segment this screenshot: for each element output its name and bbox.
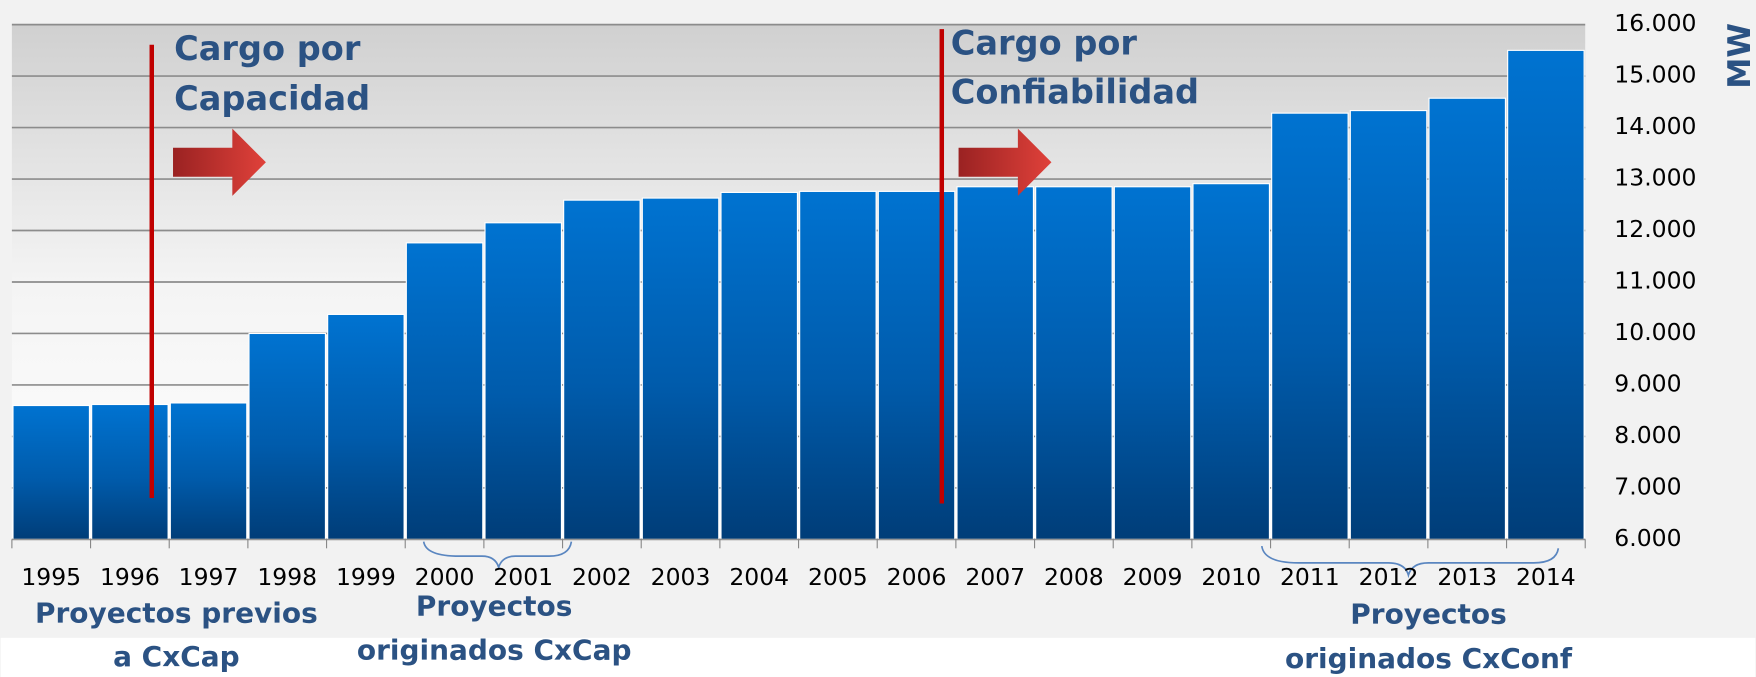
x-tick-label: 2003	[651, 563, 711, 591]
bar	[484, 222, 562, 540]
annotation: a CxCap	[113, 640, 240, 673]
x-tick-label: 1995	[21, 563, 81, 591]
y-tick-label: 14.000	[1614, 112, 1696, 140]
x-tick-label: 2006	[887, 563, 947, 591]
bar	[91, 403, 169, 540]
annotation: Proyectos previos	[35, 596, 318, 629]
x-tick-label: 2002	[572, 563, 632, 591]
bar	[563, 199, 641, 540]
bar	[1428, 97, 1506, 540]
x-tick-label: 2004	[729, 563, 789, 591]
x-tick-label: 2005	[808, 563, 868, 591]
y-tick-label: 12.000	[1614, 215, 1696, 243]
x-tick-label: 1997	[179, 563, 239, 591]
bar	[1192, 183, 1270, 540]
annotation: originados CxCap	[357, 633, 632, 666]
x-tick-label: 2013	[1437, 563, 1497, 591]
brace	[422, 541, 573, 571]
y-tick-label: 7.000	[1614, 472, 1681, 500]
annotation: Proyectos	[416, 590, 573, 623]
y-tick-label: 11.000	[1614, 266, 1696, 294]
arrow	[173, 128, 266, 196]
x-tick-label: 2007	[965, 563, 1025, 591]
bar	[1035, 186, 1113, 540]
bar	[12, 404, 90, 540]
annotation: Confiabilidad	[951, 72, 1199, 111]
x-tick-label: 2011	[1280, 563, 1340, 591]
bar	[248, 332, 326, 540]
bar	[169, 402, 248, 540]
x-tick-label: 2010	[1201, 563, 1261, 591]
x-tick-label: 1998	[257, 563, 317, 591]
x-tick-label: 2009	[1123, 563, 1183, 591]
y-axis-label: MW	[1722, 23, 1756, 89]
y-tick-label: 6.000	[1614, 524, 1681, 552]
arrow	[958, 128, 1052, 196]
annotation: originados CxConf	[1285, 642, 1573, 675]
annotation: Cargo por	[174, 29, 361, 68]
y-tick-label: 15.000	[1614, 61, 1696, 89]
y-tick-label: 9.000	[1614, 369, 1681, 397]
y-tick-label: 13.000	[1614, 164, 1696, 192]
y-tick-label: 8.000	[1614, 421, 1681, 449]
x-tick-label: 2014	[1516, 563, 1576, 591]
brace	[1260, 545, 1560, 579]
y-tick-label: 10.000	[1614, 318, 1696, 346]
bar	[405, 242, 484, 540]
x-tick-label: 2001	[493, 563, 553, 591]
bar	[1349, 110, 1428, 540]
bar	[327, 313, 405, 540]
bar	[1271, 112, 1349, 540]
annotation: Cargo por	[951, 23, 1138, 62]
annotation: Capacidad	[174, 79, 370, 118]
x-tick-label: 2012	[1359, 563, 1419, 591]
bar	[720, 191, 798, 540]
y-tick-label: 16.000	[1614, 9, 1696, 37]
x-tick-label: 2000	[415, 563, 475, 591]
x-tick-label: 1996	[100, 563, 160, 591]
x-tick-label: 2008	[1044, 563, 1104, 591]
annotation: Proyectos	[1350, 597, 1507, 630]
bar	[1507, 49, 1585, 540]
bar	[1113, 186, 1192, 540]
bar	[641, 197, 720, 540]
bar	[956, 186, 1034, 540]
footer-bg	[0, 637, 1756, 677]
x-tick-label: 1999	[336, 563, 396, 591]
bar	[799, 190, 877, 540]
